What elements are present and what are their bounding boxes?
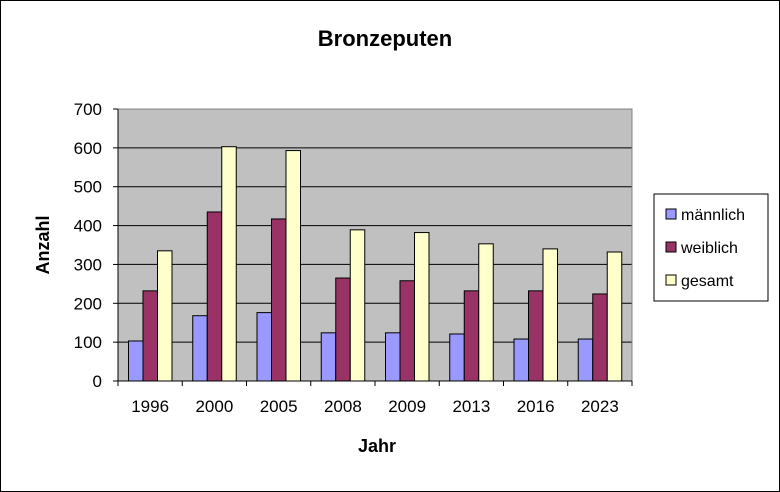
- bar-männlich-1996: [128, 340, 144, 382]
- bar-weiblich-2005: [271, 218, 287, 382]
- axes: [113, 108, 633, 386]
- bar-weiblich-2009: [399, 280, 415, 382]
- y-tick-labels: 0 100 200 300 400 500 600 700: [74, 100, 102, 391]
- x-tick-label: 2000: [195, 397, 233, 416]
- y-tick-label: 400: [74, 217, 102, 236]
- y-tick-label: 100: [74, 333, 102, 352]
- legend-swatch-gesamt: [665, 274, 677, 286]
- bar-männlich-2000: [192, 315, 208, 382]
- bar-gesamt-2000: [221, 146, 237, 382]
- bar-gesamt-2013: [478, 243, 494, 382]
- x-tick-label: 2013: [452, 397, 490, 416]
- x-axis-title: Jahr: [358, 436, 396, 456]
- y-tick-label: 500: [74, 178, 102, 197]
- bar-gesamt-2023: [606, 251, 623, 382]
- legend-swatch-weiblich: [665, 241, 677, 253]
- y-tick-label: 0: [93, 372, 102, 391]
- bar-gesamt-2016: [542, 248, 558, 382]
- x-tick-label: 2009: [388, 397, 426, 416]
- bar-männlich-2013: [449, 333, 465, 382]
- bar-weiblich-1996: [142, 290, 158, 382]
- legend-label-männlich: männlich: [681, 207, 745, 224]
- bars: [128, 146, 623, 382]
- bar-weiblich-2000: [206, 211, 223, 382]
- x-tick-labels: 1996 2000 2005 2008 2009 2013 2016 2023: [131, 397, 619, 416]
- bar-weiblich-2013: [463, 290, 480, 382]
- x-tick-label: 2005: [260, 397, 298, 416]
- x-tick-label: 1996: [131, 397, 169, 416]
- x-tick-label: 2023: [581, 397, 619, 416]
- legend-swatch-männlich: [665, 208, 677, 220]
- y-axis-title: Anzahl: [33, 215, 53, 274]
- legend-label-gesamt: gesamt: [681, 273, 734, 290]
- bar-gesamt-1996: [157, 250, 173, 382]
- y-tick-label: 700: [74, 100, 102, 119]
- bar-männlich-2016: [513, 338, 529, 382]
- bar-männlich-2009: [385, 332, 401, 382]
- bar-männlich-2005: [256, 312, 272, 382]
- chart-title: Bronzeputen: [318, 26, 452, 51]
- y-tick-label: 300: [74, 255, 102, 274]
- x-tick-label: 2008: [324, 397, 362, 416]
- legend-label-weiblich: weiblich: [680, 240, 738, 257]
- bar-weiblich-2016: [528, 290, 544, 382]
- bar-männlich-2023: [577, 338, 594, 382]
- y-tick-label: 200: [74, 294, 102, 313]
- bar-gesamt-2005: [285, 150, 301, 382]
- bar-gesamt-2008: [349, 229, 366, 382]
- x-tick-label: 2016: [517, 397, 555, 416]
- bar-männlich-2008: [320, 332, 337, 382]
- legend: männlich weiblich gesamt: [653, 193, 769, 302]
- y-tick-label: 600: [74, 139, 102, 158]
- bar-weiblich-2008: [335, 277, 351, 382]
- bar-weiblich-2023: [592, 293, 608, 382]
- bar-gesamt-2009: [414, 232, 430, 382]
